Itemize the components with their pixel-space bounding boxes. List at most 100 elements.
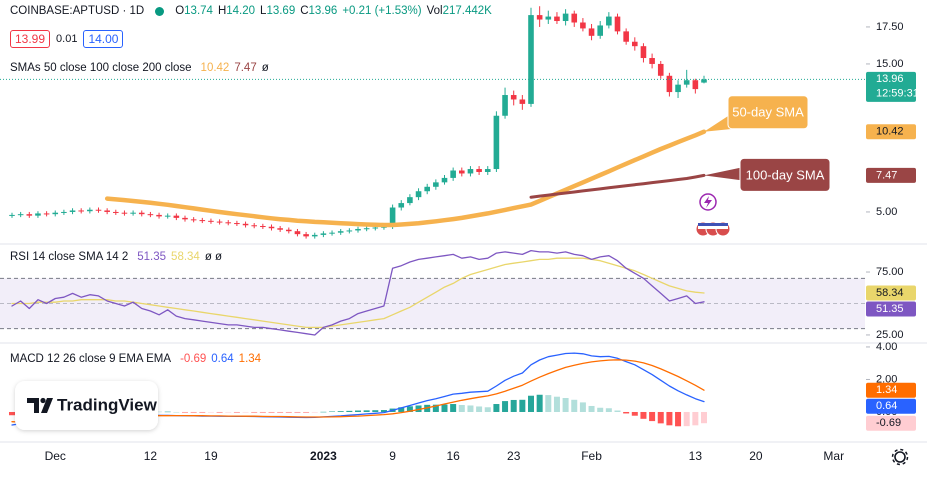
event-icons (695, 193, 731, 237)
y-tick-label: 25.00 (876, 329, 904, 341)
candle-body (225, 222, 232, 224)
histogram-bar (441, 404, 448, 412)
histogram-bar (640, 411, 647, 419)
indicator-title[interactable]: RSI 14 close SMA 14 2 (10, 251, 129, 263)
candle-body (632, 41, 638, 47)
logo-glyph[interactable] (41, 398, 53, 413)
candle-body (138, 212, 145, 215)
logo-glyph[interactable] (27, 398, 39, 413)
histogram-bar (476, 406, 483, 412)
candle-body (657, 63, 664, 76)
price-label: 58.34 (876, 287, 904, 299)
y-tick-label: 75.00 (876, 266, 904, 278)
histogram-bar (329, 411, 336, 412)
legend-value: 7.47 (234, 62, 257, 74)
histogram-bar (311, 411, 318, 413)
histogram-bar (337, 411, 344, 412)
candle-body (78, 210, 84, 212)
histogram-bar (588, 405, 595, 412)
candle-body (398, 203, 405, 208)
change: +0.21 (+1.53%) (342, 5, 422, 17)
histogram-bar (528, 395, 534, 412)
histogram-bar (701, 411, 707, 424)
candle-body (164, 215, 171, 217)
candle-body (26, 214, 33, 216)
bid[interactable]: 13.99 (10, 30, 51, 48)
callout-box (727, 95, 809, 130)
histogram-bar (182, 411, 188, 413)
gear-teeth[interactable] (891, 448, 909, 466)
candle-body (52, 212, 59, 215)
candle-body (519, 99, 526, 104)
logo-box[interactable] (15, 381, 158, 430)
gear[interactable] (894, 451, 906, 463)
logo-text[interactable]: TradingView (57, 395, 158, 414)
candle-body (329, 232, 335, 234)
histogram-bar (207, 411, 214, 413)
ask[interactable]: 14.00 (83, 30, 124, 48)
price-label-box (866, 167, 916, 183)
x-tick-label: Dec (45, 449, 66, 463)
histogram-bar (251, 411, 258, 413)
logo-glyph[interactable] (40, 397, 46, 404)
candle-body (182, 217, 188, 220)
histogram-bar (9, 411, 15, 416)
sma-line (104, 129, 707, 228)
candle-body (372, 227, 379, 229)
x-tick-label: 9 (389, 449, 396, 463)
histogram-bar (579, 402, 586, 412)
candle-body (242, 223, 249, 226)
histogram-bar (450, 404, 457, 412)
legend-value: ø (261, 62, 269, 74)
ohlc-value: 13.96 (308, 5, 338, 17)
candle-body (260, 226, 266, 228)
logo-mark[interactable]: TradingView (27, 395, 158, 414)
ohlc-label: C (300, 5, 309, 17)
histogram-bar (294, 411, 301, 413)
candle-body (208, 220, 214, 222)
histogram-bar (303, 411, 310, 413)
y-tick-label: 17.50 (876, 21, 904, 33)
candle-body (156, 214, 162, 217)
histogram-bar (415, 405, 422, 412)
histogram-bar (233, 411, 240, 413)
candle-body (467, 169, 474, 174)
indicator-title[interactable]: SMAs 50 close 100 close 200 close (10, 62, 192, 74)
candle-body (424, 186, 430, 192)
price-label: 10.42 (876, 126, 904, 138)
candle-body (363, 228, 370, 230)
histogram-bar (242, 411, 249, 413)
histogram-bar (657, 411, 664, 424)
candle-body (95, 209, 102, 211)
candle-body (113, 211, 119, 213)
x-tick-label: 16 (446, 449, 460, 463)
histogram-bar (285, 411, 292, 413)
candle-body (389, 207, 396, 227)
histogram-bar (406, 406, 413, 412)
histogram-bar (562, 398, 569, 412)
histogram-bar (649, 411, 656, 422)
settings-icon[interactable] (891, 448, 909, 466)
candle-body (692, 80, 699, 90)
ohlc-value: 13.74 (184, 5, 213, 17)
histogram-bar (372, 410, 379, 412)
price-label: 13.96 (876, 73, 904, 85)
candle-body (683, 80, 690, 85)
candle-body (61, 211, 67, 213)
candle-body (43, 213, 50, 215)
candle-body (614, 16, 621, 32)
macd-legend: MACD 12 26 close 9 EMA EMA -0.69 0.64 1.… (10, 353, 261, 365)
histogram-bar (156, 411, 163, 413)
ohlc-label: O (175, 5, 185, 17)
price-label-box (866, 415, 916, 431)
candle-body (251, 225, 257, 227)
symbol[interactable]: COINBASE:APTUSD · 1D (10, 5, 145, 17)
histogram-bar (683, 411, 690, 427)
candle-body (277, 228, 283, 230)
indicator-title[interactable]: MACD 12 26 close 9 EMA EMA (10, 353, 172, 365)
logo[interactable] (15, 381, 158, 430)
histogram-bar (484, 407, 491, 412)
y-tick-label: 5.00 (876, 206, 897, 218)
candle-body (510, 95, 517, 100)
spread: 0.01 (56, 33, 78, 45)
